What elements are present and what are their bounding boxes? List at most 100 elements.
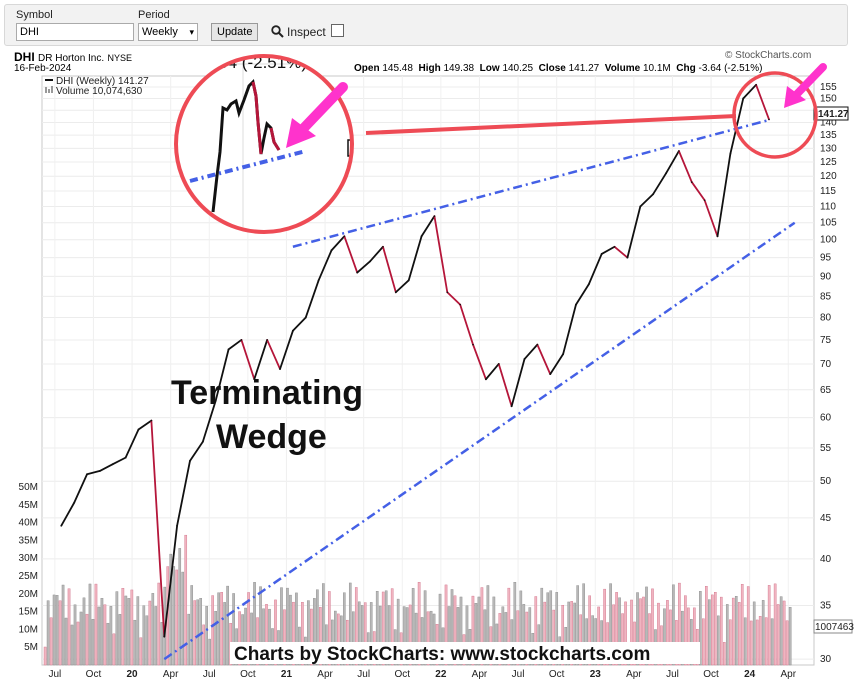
volume-bar bbox=[480, 587, 484, 666]
price-point bbox=[253, 378, 256, 381]
volume-bar bbox=[719, 596, 723, 666]
volume-bar bbox=[94, 583, 98, 666]
zoom-arrow-shaft bbox=[295, 82, 348, 137]
volume-bar bbox=[642, 596, 645, 666]
volume-tick-label: 35M bbox=[19, 535, 38, 546]
wedge-label-line1: Terminating bbox=[171, 374, 363, 412]
volume-bar bbox=[154, 606, 158, 666]
volume-bar bbox=[88, 583, 92, 666]
volume-bar bbox=[259, 586, 262, 666]
volume-bar bbox=[360, 605, 364, 666]
volume-bar bbox=[157, 582, 161, 666]
highlight-arrow-shaft bbox=[792, 63, 827, 99]
low-label: Low bbox=[479, 63, 500, 74]
volume-bar bbox=[426, 611, 430, 666]
price-segment bbox=[279, 329, 294, 370]
x-tick-label: 23 bbox=[590, 669, 602, 680]
volume-bar bbox=[109, 606, 113, 666]
price-point bbox=[690, 181, 693, 183]
volume-bar bbox=[579, 614, 582, 666]
volume-bar bbox=[615, 592, 618, 666]
volume-bar bbox=[693, 607, 696, 666]
volume-bar bbox=[438, 593, 442, 666]
volume-bar bbox=[202, 624, 205, 666]
price-point bbox=[343, 235, 346, 238]
volume-bar bbox=[217, 592, 220, 666]
volume-tick-label: 10M bbox=[19, 624, 38, 635]
volume-bar bbox=[684, 595, 687, 666]
volume-bar bbox=[61, 584, 65, 666]
symbol-input[interactable]: DHI bbox=[16, 23, 134, 41]
volume-bar bbox=[779, 596, 783, 666]
y-tick-label: 135 bbox=[820, 130, 837, 141]
volume-bar bbox=[390, 588, 394, 666]
legend-volume-swatch bbox=[45, 87, 47, 93]
volume-bar bbox=[322, 583, 325, 666]
volume-bar bbox=[408, 604, 412, 666]
inspect-checkbox[interactable] bbox=[331, 24, 344, 37]
price-point bbox=[279, 368, 281, 370]
legend-price: DHI (Weekly) 141.27 bbox=[56, 76, 149, 87]
volume-bar bbox=[316, 589, 319, 666]
price-segment bbox=[587, 253, 603, 286]
volume-bar bbox=[740, 584, 744, 666]
volume-bar bbox=[501, 606, 505, 666]
company-name: DR Horton Inc. bbox=[38, 53, 105, 64]
highlight-circle bbox=[732, 71, 818, 159]
x-tick-label: 24 bbox=[744, 669, 756, 680]
volume-bar bbox=[513, 582, 517, 666]
x-tick-label: 21 bbox=[281, 669, 293, 680]
volume-bar bbox=[447, 606, 451, 666]
price-segment bbox=[510, 358, 526, 408]
price-segment bbox=[137, 419, 153, 431]
period-label: Period bbox=[138, 9, 170, 21]
volume-bar bbox=[492, 596, 496, 666]
volume-bar bbox=[782, 600, 786, 666]
volume-bar bbox=[477, 596, 481, 666]
volume-bar bbox=[160, 622, 164, 666]
y-tick-label: 65 bbox=[820, 385, 832, 396]
volume-bar bbox=[588, 595, 591, 666]
volume-bar bbox=[73, 604, 77, 666]
volume-bar bbox=[459, 596, 463, 666]
x-tick-label: Apr bbox=[317, 669, 333, 680]
price-point bbox=[240, 339, 243, 341]
volume-bar bbox=[357, 601, 361, 666]
update-button[interactable]: Update bbox=[211, 23, 259, 41]
volume-bar bbox=[115, 591, 119, 666]
price-segment bbox=[73, 473, 88, 504]
highlight-arrow-head bbox=[784, 86, 806, 108]
price-point bbox=[214, 399, 217, 402]
price-point bbox=[317, 279, 320, 282]
price-point bbox=[549, 373, 552, 375]
volume-bar bbox=[417, 582, 421, 666]
volume-bar bbox=[348, 582, 352, 666]
volume-bar bbox=[591, 615, 594, 666]
price-segment bbox=[652, 172, 667, 195]
volume-bar bbox=[699, 591, 702, 666]
volume-tick-label: 25M bbox=[19, 571, 38, 582]
volume-bar bbox=[103, 604, 107, 666]
wedge-label-line2: Wedge bbox=[216, 418, 327, 456]
zoom-circle bbox=[174, 54, 354, 234]
volume-bar bbox=[49, 617, 53, 666]
volume-bar bbox=[609, 583, 612, 666]
x-tick-label: 20 bbox=[127, 669, 139, 680]
x-tick-label: Jul bbox=[666, 669, 679, 680]
y-tick-label: 110 bbox=[820, 202, 836, 213]
volume-bar bbox=[46, 600, 50, 666]
volume-bar bbox=[214, 611, 217, 666]
volume-bar bbox=[764, 617, 768, 666]
chart-date: 16-Feb-2024 bbox=[14, 63, 72, 74]
volume-bar bbox=[471, 595, 475, 666]
price-point bbox=[124, 456, 127, 459]
volume-bar bbox=[76, 621, 80, 666]
volume-bar bbox=[749, 620, 753, 666]
volume-bar bbox=[758, 616, 762, 666]
price-point bbox=[613, 245, 616, 248]
volume-bar bbox=[268, 608, 271, 666]
price-point bbox=[356, 271, 359, 274]
volume-bar bbox=[773, 583, 777, 666]
price-segment bbox=[690, 181, 706, 202]
period-select[interactable]: Weekly ▾ bbox=[138, 23, 198, 41]
